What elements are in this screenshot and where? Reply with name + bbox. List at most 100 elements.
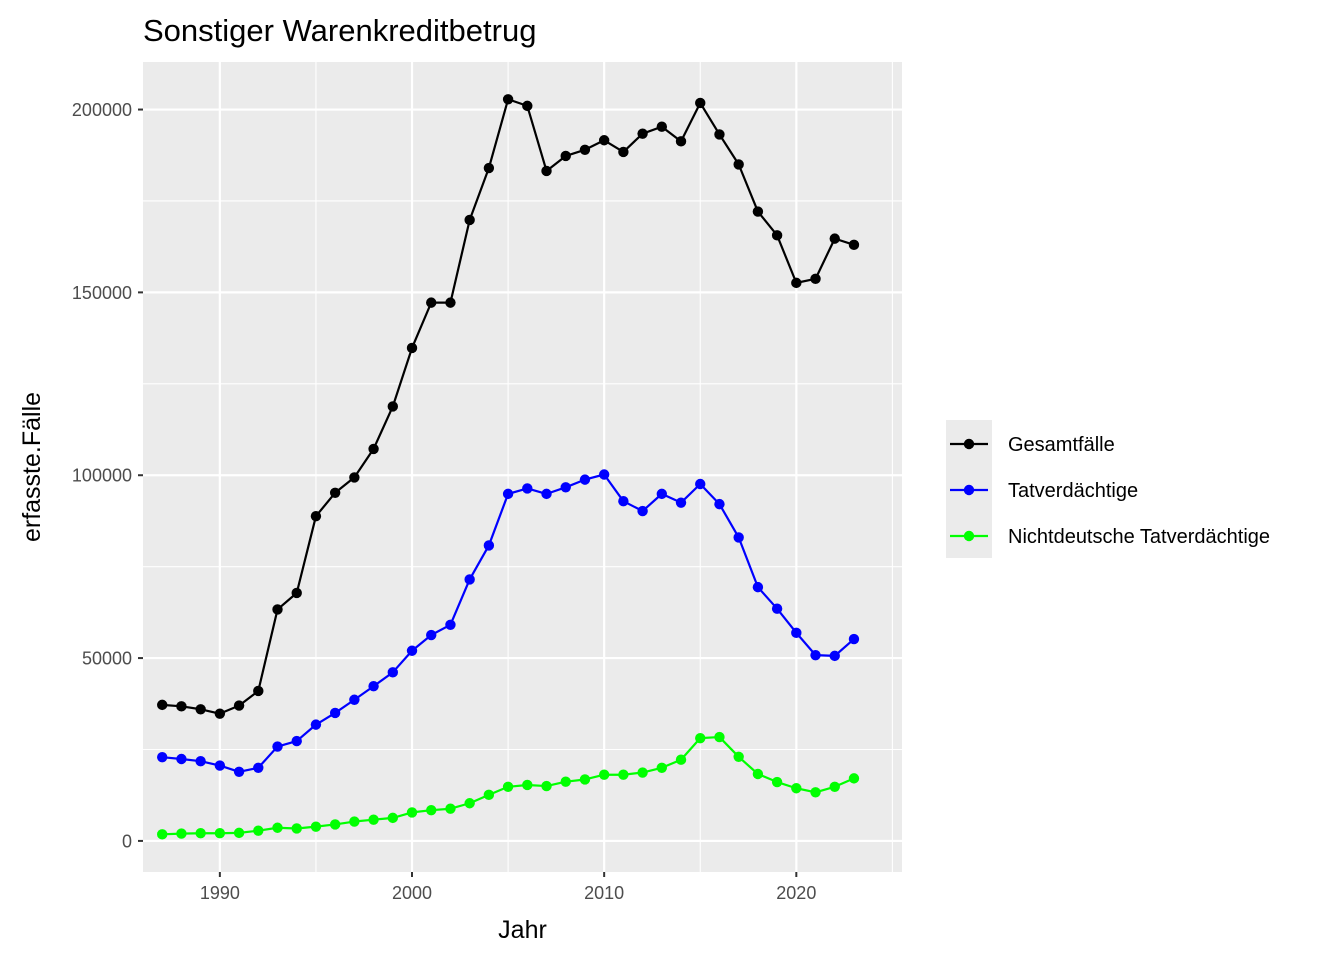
data-point [502,94,514,105]
data-point [771,776,783,788]
data-point [579,774,591,785]
data-point [695,732,706,744]
data-point [445,619,456,630]
data-point [214,828,226,839]
data-point [426,804,437,816]
data-point [176,753,187,765]
chart-title: Sonstiger Warenkreditbetrug [143,13,536,48]
x-tick-label: 1990 [200,883,240,903]
data-point [176,828,187,839]
x-axis-title: Jahr [498,916,547,944]
y-tick-label: 50000 [82,649,132,669]
data-point [483,162,495,174]
y-tick-label: 150000 [72,283,132,303]
x-tick-label: 2000 [392,883,432,903]
data-point [349,472,360,483]
data-point [387,401,398,412]
data-point [502,488,514,500]
data-point [406,342,418,354]
data-point [752,768,764,780]
data-point [195,755,206,767]
data-point [771,603,783,614]
data-point [675,136,687,147]
data-point [810,273,821,285]
data-point [483,789,495,801]
data-point [714,129,725,140]
data-point [195,828,206,839]
legend-key-point [963,484,975,496]
data-point [406,645,418,656]
data-point [406,807,418,818]
data-point [618,146,629,158]
legend-key-point [963,438,975,450]
data-point [310,510,322,522]
data-point [329,487,341,498]
data-point [272,604,283,615]
data-point [233,700,245,711]
data-point [368,443,379,455]
data-point [157,829,168,840]
legend-label: Nichtdeutsche Tatverdächtige [1008,526,1270,548]
data-point [714,498,725,510]
series-group [157,469,860,778]
x-tick-label: 2020 [776,883,816,903]
data-point [445,297,456,308]
data-point [310,821,322,832]
grid-major [143,62,902,872]
data-point [810,787,821,798]
y-tick-label: 200000 [72,100,132,120]
data-point [695,97,706,109]
data-point [541,165,552,177]
x-axis: 1990 2000 2010 2020 [200,872,816,903]
data-point [560,150,571,162]
data-point [829,650,840,662]
data-point [291,735,302,747]
legend: Gesamtfälle Tatverdächtige Nichtdeutsche T… [946,420,1270,558]
data-point [291,823,302,834]
data-point [848,239,860,251]
data-point [329,707,341,719]
data-point [272,741,283,752]
data-point [387,812,398,824]
data-point [618,495,629,507]
series-group [157,94,860,719]
data-point [253,825,264,836]
y-axis: 0 50000 100000 150000 200000 [72,100,143,851]
y-tick-label: 0 [122,831,132,851]
data-point [810,649,821,661]
data-point [637,128,648,139]
y-axis-title: erfasste.Fälle [18,392,46,542]
data-point [733,532,744,543]
data-point [791,277,802,289]
data-point [560,776,571,787]
data-point [579,474,591,485]
data-point [522,779,533,791]
data-point [426,629,437,641]
data-point [349,694,360,705]
series-layer [157,94,860,840]
data-point [598,769,610,780]
data-point [445,803,456,814]
data-point [464,798,475,809]
data-point [368,814,379,825]
data-point [349,816,360,827]
data-point [157,751,168,763]
data-point [598,469,610,480]
data-point [502,781,514,792]
data-point [733,751,744,763]
data-point [598,135,610,146]
data-point [464,214,475,226]
data-point [233,766,245,778]
data-point [656,762,668,773]
data-point [829,781,840,792]
data-point [791,783,802,794]
data-point [464,574,475,585]
data-point [522,100,533,112]
data-point [272,822,283,833]
series-group [157,731,860,840]
data-point [176,701,187,712]
data-point [675,754,687,765]
data-point [329,819,341,830]
data-point [291,587,302,599]
data-point [214,760,226,771]
